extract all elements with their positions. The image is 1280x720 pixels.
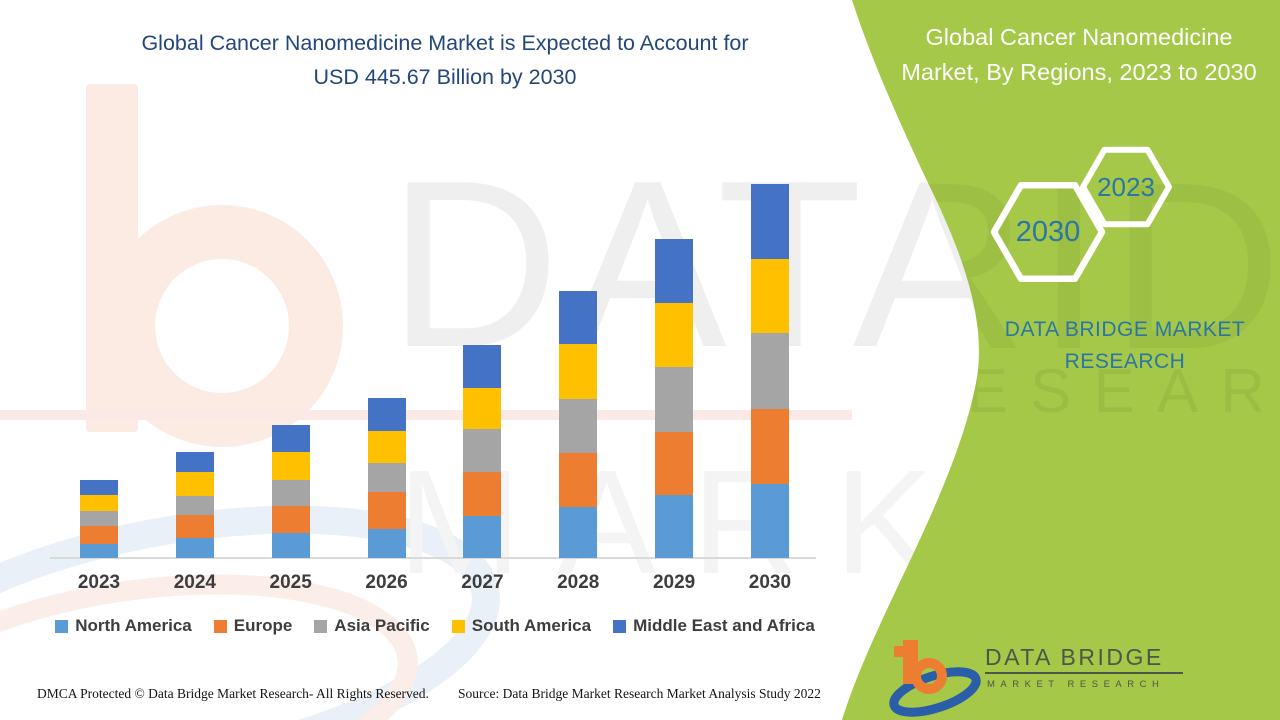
- hexagon-2030-icon: [990, 181, 1106, 283]
- bar-segment-asia-pacific-2027: [463, 428, 502, 473]
- chart-legend: North America Europe Asia Pacific South Ame…: [0, 616, 870, 636]
- legend-item-middle-east-and-africa: Middle East and Africa: [613, 616, 815, 636]
- x-axis-label-2027: 2027: [461, 572, 504, 593]
- legend-item-europe: Europe: [213, 616, 293, 636]
- bar-segment-asia-pacific-2028: [559, 398, 598, 454]
- bar-segment-south-america-2025: [271, 452, 310, 480]
- bar-segment-middle-east-and-africa-2028: [559, 291, 598, 344]
- legend-item-asia-pacific: Asia Pacific: [314, 616, 430, 636]
- bar-segment-europe-2023: [80, 526, 118, 544]
- bar-segment-europe-2025: [271, 506, 310, 533]
- x-axis-label-2030: 2030: [748, 572, 792, 593]
- bar-segment-asia-pacific-2024: [175, 496, 214, 516]
- bar-segment-middle-east-and-africa-2027: [463, 344, 502, 389]
- bar-segment-north-america-2026: [367, 528, 406, 558]
- bar-segment-middle-east-and-africa-2025: [271, 425, 310, 453]
- x-axis-label-2028: 2028: [557, 572, 600, 593]
- bar-segment-south-america-2030: [750, 258, 789, 334]
- bar-segment-middle-east-and-africa-2026: [367, 398, 406, 431]
- bar-segment-north-america-2030: [750, 483, 789, 558]
- legend-swatch: [213, 619, 227, 633]
- bar-segment-europe-2024: [175, 515, 214, 539]
- bar-segment-north-america-2029: [655, 495, 694, 558]
- legend-swatch: [613, 619, 627, 633]
- bar-segment-north-america-2024: [175, 538, 214, 558]
- bar-segment-south-america-2027: [463, 388, 502, 429]
- legend-item-north-america: North America: [55, 616, 192, 636]
- bar-segment-north-america-2023: [80, 543, 118, 558]
- bar-segment-north-america-2027: [463, 516, 502, 558]
- chart-title-line2: USD 445.67 Billion by 2030: [313, 65, 577, 89]
- bar-segment-south-america-2026: [367, 430, 406, 463]
- dmca-text: DMCA Protected © Data Bridge Market Rese…: [37, 686, 429, 701]
- source-text: Source: Data Bridge Market Research Mark…: [458, 686, 821, 701]
- bar-segment-north-america-2028: [559, 507, 598, 558]
- bar-segment-south-america-2024: [175, 472, 214, 497]
- watermark-pink-band: [0, 410, 852, 420]
- x-axis-label-2023: 2023: [77, 572, 121, 593]
- chart-title-line1: Global Cancer Nanomedicine Market is Exp…: [141, 31, 749, 55]
- bar-segment-middle-east-and-africa-2024: [175, 452, 214, 473]
- bar-segment-middle-east-and-africa-2029: [655, 238, 694, 303]
- legend-swatch: [451, 619, 465, 633]
- bar-segment-south-america-2028: [559, 343, 598, 399]
- legend-swatch: [55, 619, 69, 633]
- bar-segment-middle-east-and-africa-2030: [750, 184, 789, 259]
- chart-title: Global Cancer Nanomedicine Market is Exp…: [10, 26, 880, 94]
- bar-segment-europe-2026: [367, 492, 406, 529]
- legend-label: South America: [471, 616, 592, 635]
- hexagon-2023-icon: [1080, 146, 1172, 228]
- x-axis-label-2025: 2025: [269, 572, 312, 593]
- x-axis-line: [50, 557, 816, 559]
- bar-segment-europe-2030: [750, 409, 789, 484]
- x-axis-label-2024: 2024: [173, 572, 216, 593]
- x-axis-label-2029: 2029: [652, 572, 696, 593]
- legend-swatch: [314, 619, 328, 633]
- bar-segment-south-america-2029: [655, 302, 694, 368]
- bar-segment-europe-2027: [463, 472, 502, 517]
- databridge-logo-icon: [889, 640, 981, 717]
- x-axis-label-2026: 2026: [365, 572, 408, 593]
- legend-label: Europe: [233, 616, 293, 635]
- bar-segment-asia-pacific-2023: [80, 511, 118, 527]
- bar-segment-europe-2028: [559, 453, 598, 508]
- bar-segment-asia-pacific-2029: [655, 367, 694, 433]
- bar-segment-north-america-2025: [271, 532, 310, 558]
- svg-text:RESEARCH: RESEARCH: [900, 357, 1280, 426]
- legend-label: Asia Pacific: [334, 616, 430, 635]
- bar-segment-south-america-2023: [80, 495, 118, 512]
- bar-segment-asia-pacific-2026: [367, 462, 406, 493]
- bar-segment-asia-pacific-2025: [271, 479, 310, 507]
- legend-label: Middle East and Africa: [633, 616, 815, 635]
- bar-segment-europe-2029: [655, 432, 694, 496]
- bar-segment-asia-pacific-2030: [750, 333, 789, 410]
- legend-item-south-america: South America: [451, 616, 592, 636]
- bar-segment-middle-east-and-africa-2023: [80, 479, 118, 496]
- legend-label: North America: [75, 616, 192, 635]
